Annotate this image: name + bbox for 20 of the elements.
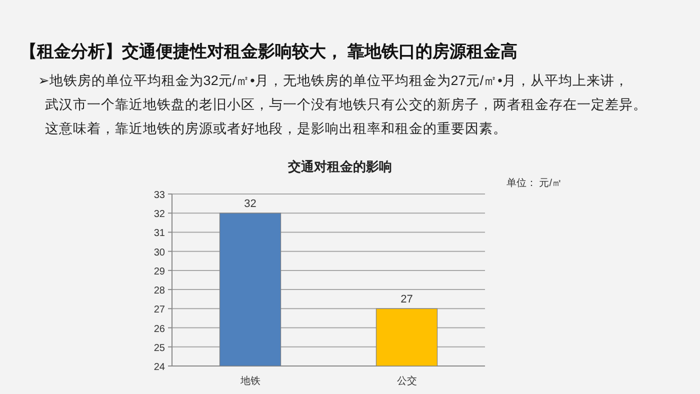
text: 单位： 元/㎡ [506, 177, 562, 189]
x-tick-label: 公交 [396, 375, 417, 387]
y-tick-label: 28 [154, 286, 166, 297]
y-tick-label: 31 [154, 228, 166, 240]
x-tick-label: 地铁 [239, 375, 260, 387]
y-tick-label: 27 [154, 304, 166, 316]
text: 【租金分析】交通便捷性对租金影响较大， 靠地铁口的房源租金高 [20, 42, 518, 61]
y-tick-label: 24 [154, 362, 166, 373]
y-tick-label: 29 [154, 266, 166, 278]
y-tick-label: 26 [154, 324, 166, 335]
text: 这意味着，靠近地铁的房源或者好地段，是影响出租率和租金的重要因素。 [45, 121, 507, 136]
y-tick-label: 30 [154, 247, 166, 258]
text: 武汉市一个靠近地铁盘的老旧小区，与一个没有地铁只有公交的新房子，两者租金存在一定差异。 [45, 97, 647, 112]
data-label: 27 [400, 294, 413, 306]
data-label: 32 [244, 198, 256, 210]
text: ➢地铁房的单位平均租金为32元/㎡•月，无地铁房的单位平均租金为27元/㎡•月，从平均上来讲， [38, 73, 628, 88]
y-tick-label: 25 [154, 342, 166, 354]
chart-title: 交通对租金的影响 [287, 159, 392, 174]
y-tick-label: 32 [154, 209, 166, 220]
y-tick-label: 33 [154, 190, 166, 201]
